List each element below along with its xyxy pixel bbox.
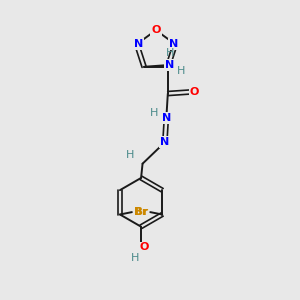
Text: N: N	[162, 113, 171, 123]
Text: H: H	[131, 253, 139, 263]
Text: N: N	[165, 60, 175, 70]
Text: O: O	[140, 242, 149, 253]
Text: N: N	[160, 137, 170, 147]
Text: H: H	[177, 66, 185, 76]
Text: Br: Br	[134, 207, 147, 217]
Text: N: N	[134, 39, 143, 49]
Text: H: H	[126, 150, 134, 160]
Text: H: H	[150, 108, 158, 118]
Text: N: N	[169, 39, 178, 49]
Text: Br: Br	[135, 207, 148, 217]
Text: H: H	[166, 48, 174, 59]
Text: O: O	[151, 25, 160, 35]
Text: O: O	[190, 87, 199, 97]
